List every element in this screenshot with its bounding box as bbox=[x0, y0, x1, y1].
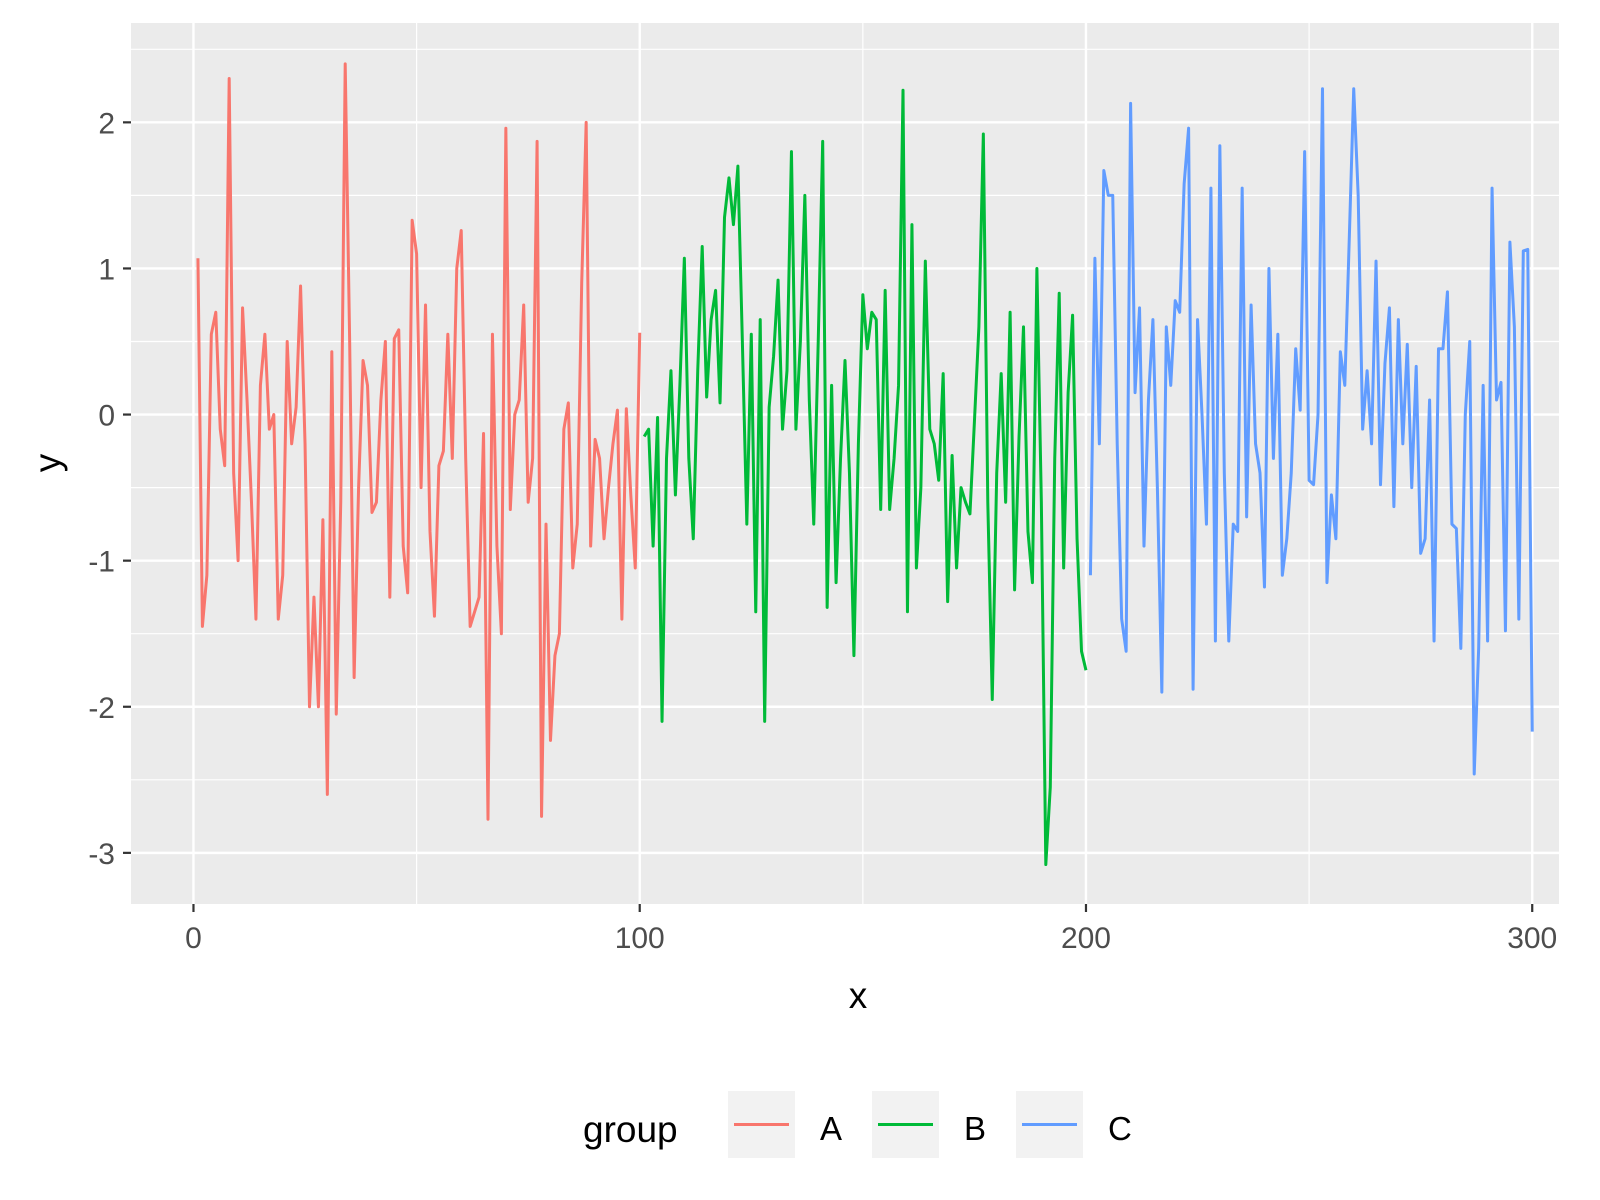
y-axis-title: y bbox=[27, 453, 68, 472]
x-tick-label: 300 bbox=[1507, 922, 1557, 955]
legend-title: group bbox=[583, 1109, 678, 1150]
legend-label: C bbox=[1108, 1110, 1132, 1147]
axes: -3 -2 -1 0 1 2 0 100 200 300 bbox=[88, 107, 1557, 955]
legend-label: B bbox=[964, 1110, 986, 1147]
y-tick-label: 1 bbox=[98, 253, 115, 286]
series-line bbox=[1088, 87, 1534, 776]
series-line bbox=[196, 62, 642, 821]
x-tick-label: 100 bbox=[615, 922, 665, 955]
series-line bbox=[642, 88, 1088, 867]
y-tick-label: 0 bbox=[98, 400, 115, 433]
lines bbox=[196, 62, 1534, 867]
y-tick-label: -3 bbox=[88, 838, 115, 871]
x-tick-label: 200 bbox=[1061, 922, 1111, 955]
y-tick-label: 2 bbox=[98, 107, 115, 140]
grid bbox=[131, 23, 1559, 904]
x-axis-title: x bbox=[849, 975, 868, 1016]
x-tick-label: 0 bbox=[185, 922, 202, 955]
y-tick-label: -2 bbox=[88, 692, 115, 725]
legend: group A B C bbox=[583, 1091, 1132, 1158]
y-tick-label: -1 bbox=[88, 546, 115, 579]
legend-label: A bbox=[820, 1110, 842, 1147]
